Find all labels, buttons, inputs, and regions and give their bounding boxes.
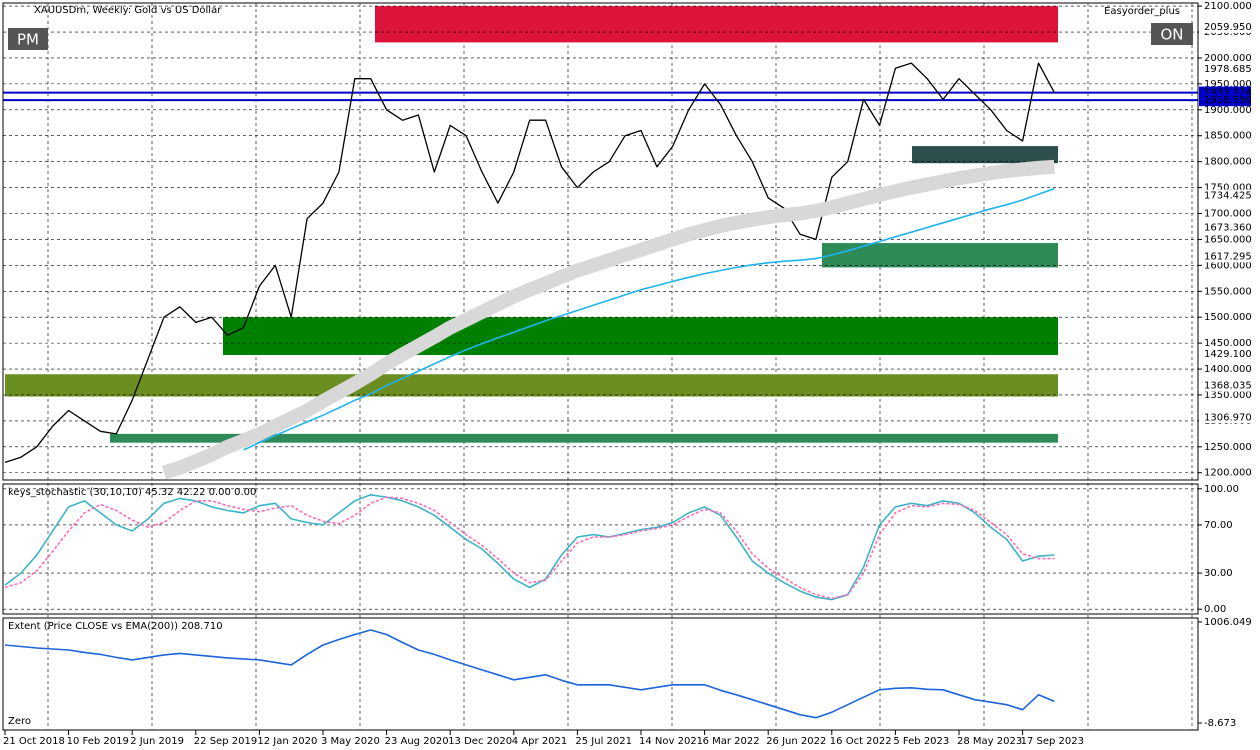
y-tick-label: 1950.000 (1204, 79, 1252, 90)
x-tick-label: 5 Feb 2023 (893, 736, 949, 747)
y-tick-label: 1400.000 (1204, 364, 1252, 375)
price-level-label: 1933.224 (1204, 88, 1252, 99)
x-tick-label: 17 Sep 2023 (1021, 736, 1084, 747)
y-tick-label: 1800.000 (1204, 157, 1252, 168)
pm-button-label[interactable]: PM (17, 31, 39, 49)
y-tick-label: 1900.000 (1204, 105, 1252, 116)
price-level-tag (1199, 63, 1251, 76)
y-tick-label: 70.00 (1204, 520, 1233, 531)
x-tick-label: 4 Apr 2021 (512, 736, 567, 747)
y-tick-label: 1500.000 (1204, 312, 1252, 323)
zero-label: Zero (8, 716, 31, 727)
y-tick-label: 1600.000 (1204, 260, 1252, 271)
zone (5, 374, 1058, 397)
y-tick-label: 1350.000 (1204, 390, 1252, 401)
x-tick-label: 12 Jan 2020 (257, 736, 317, 747)
price-level-tag (1199, 411, 1251, 424)
y-tick-label: 2100.000 (1204, 1, 1252, 12)
zone (110, 433, 1058, 443)
x-tick-label: 14 Nov 2021 (639, 736, 703, 747)
price-level-tag (1199, 94, 1251, 107)
price-level-label: 1306.970 (1204, 412, 1252, 423)
x-tick-label: 13 Dec 2020 (448, 736, 512, 747)
price-level-tag (1199, 379, 1251, 392)
price-level-tag (1199, 20, 1251, 33)
series-line (243, 187, 1055, 451)
extent-panel-frame (2, 617, 1199, 731)
price-level-tag (1199, 250, 1251, 263)
series-line (161, 159, 1055, 480)
x-tick-label: 6 Mar 2022 (703, 736, 760, 747)
series-line (4, 496, 1055, 600)
zone (223, 317, 1058, 356)
x-tick-label: 23 Aug 2020 (385, 736, 449, 747)
series-line (4, 62, 1055, 464)
y-tick-label: 1550.000 (1204, 286, 1252, 297)
series-line (4, 494, 1055, 601)
price-level-tag (1199, 221, 1251, 234)
x-tick-label: 16 Oct 2022 (830, 736, 892, 747)
x-tick-label: 22 Sep 2019 (194, 736, 257, 747)
price-level-label: 1734.425 (1204, 191, 1252, 202)
y-tick-label: -8.673 (1204, 718, 1236, 729)
price-level-label: 2059.950 (1204, 22, 1252, 33)
pm-button[interactable] (8, 28, 48, 50)
y-tick-label: 1250.000 (1204, 442, 1252, 453)
y-tick-label: 1200.000 (1204, 468, 1252, 479)
zone (822, 243, 1058, 268)
y-tick-label: 1006.049 (1204, 617, 1252, 628)
series-line (4, 629, 1055, 719)
y-tick-label: 1700.000 (1204, 209, 1252, 220)
x-tick-label: 25 Jul 2021 (575, 736, 632, 747)
main-panel-frame (2, 2, 1199, 481)
price-level-label: 1673.360 (1204, 222, 1252, 233)
price-level-label: 1617.295 (1204, 251, 1252, 262)
stochastic-title: keys_stochastic (30,10,10) 45.32 42.22 0… (8, 487, 256, 498)
zone (912, 146, 1058, 164)
y-tick-label: 1650.000 (1204, 234, 1252, 245)
x-tick-label: 2 Jun 2019 (130, 736, 184, 747)
extent-title: Extent (Price CLOSE vs EMA(200)) 208.710 (8, 621, 223, 632)
x-tick-label: 3 May 2020 (321, 736, 380, 747)
y-tick-label: 30.00 (1204, 568, 1233, 579)
x-tick-label: 26 Jun 2022 (766, 736, 826, 747)
x-tick-label: 28 May 2023 (957, 736, 1022, 747)
price-level-tag (1199, 189, 1251, 202)
y-tick-label: 100.00 (1204, 484, 1239, 495)
y-tick-label: 2000.000 (1204, 53, 1252, 64)
on-button[interactable] (1151, 23, 1193, 45)
price-level-label: 1368.035 (1204, 381, 1252, 392)
price-level-label: 1918.590 (1204, 95, 1252, 106)
price-level-label: 1978.685 (1204, 64, 1252, 75)
x-tick-label: 10 Feb 2019 (67, 736, 129, 747)
symbol-title: XAUUSDm, Weekly: Gold vs US Dollar (34, 5, 222, 16)
on-button-label[interactable]: ON (1160, 26, 1183, 44)
y-tick-label: 1850.000 (1204, 131, 1252, 142)
price-level-label: 1429.100 (1204, 349, 1252, 360)
y-tick-label: 1750.000 (1204, 183, 1252, 194)
price-level-tag (1199, 347, 1251, 360)
y-tick-label: 1450.000 (1204, 338, 1252, 349)
y-tick-label: 0.00 (1204, 604, 1226, 615)
stochastic-panel-frame (2, 483, 1199, 615)
zone (375, 6, 1058, 43)
expert-name: Easyorder_plus (1104, 6, 1180, 17)
x-tick-label: 21 Oct 2018 (3, 736, 65, 747)
